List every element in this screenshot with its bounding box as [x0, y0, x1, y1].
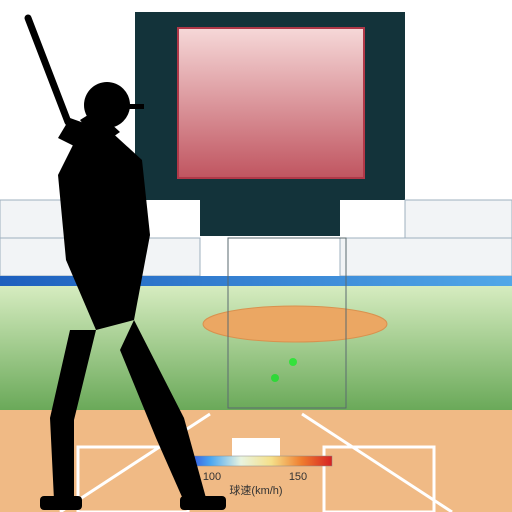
batter-foot — [180, 496, 226, 510]
colorbar-label: 球速(km/h) — [229, 483, 282, 497]
colorbar — [180, 456, 332, 466]
pitch-marker — [271, 374, 279, 382]
pitch-marker — [289, 358, 297, 366]
scoreboard-neck — [200, 200, 340, 236]
colorbar-tick: 100 — [203, 471, 221, 483]
pitchers-mound — [203, 306, 387, 342]
helmet-brim — [122, 104, 144, 109]
batter-foot — [40, 496, 82, 510]
scoreboard-screen — [178, 28, 364, 178]
colorbar-tick: 150 — [289, 471, 307, 483]
stand-segment — [340, 238, 512, 276]
stand-segment — [405, 200, 512, 238]
